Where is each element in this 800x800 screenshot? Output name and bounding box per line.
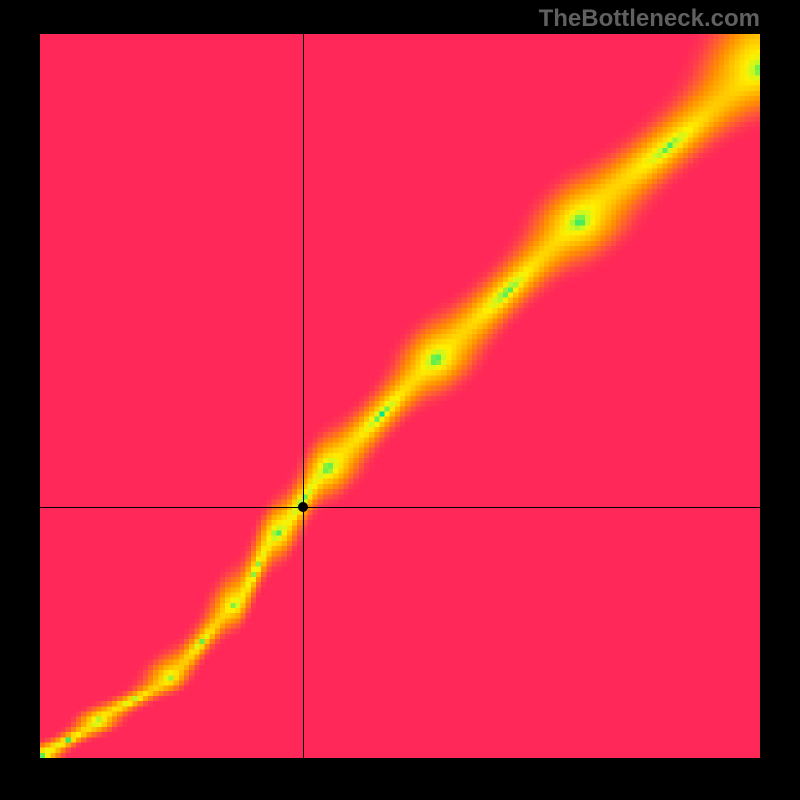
chart-container: TheBottleneck.com [0, 0, 800, 800]
bottleneck-heatmap [40, 34, 760, 758]
crosshair-vertical-line [303, 34, 304, 758]
crosshair-dot [298, 502, 308, 512]
watermark-text: TheBottleneck.com [539, 5, 760, 33]
plot-area [40, 34, 760, 758]
crosshair-horizontal-line [40, 507, 760, 508]
